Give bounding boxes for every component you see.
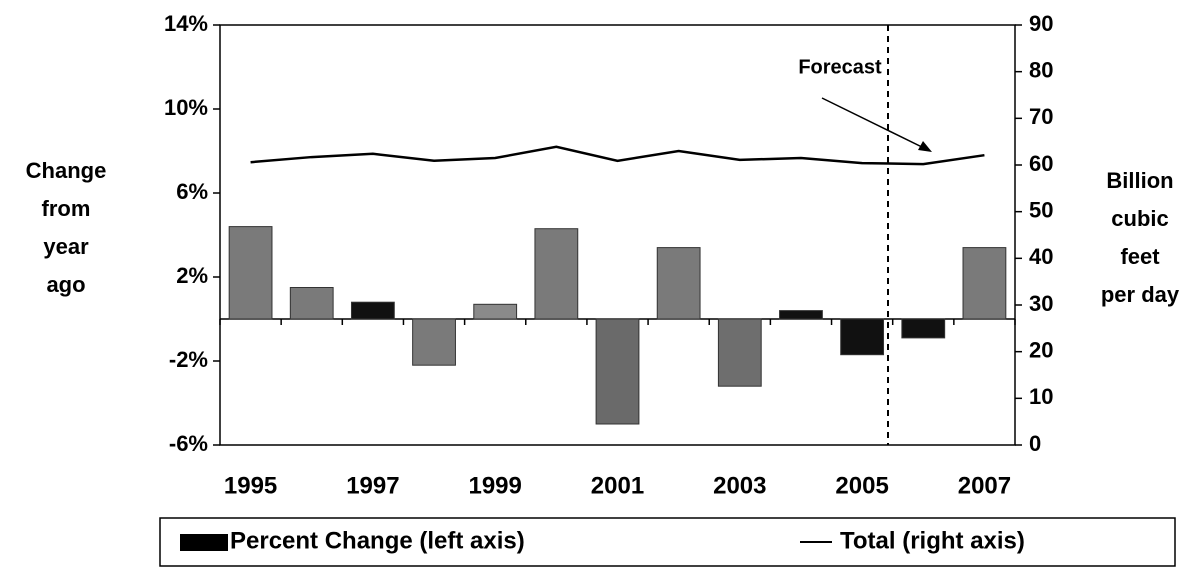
y-tick-label: 2% [176,263,208,288]
bar [228,226,273,320]
x-tick-label: 2001 [591,472,644,499]
x-tick-label: 1995 [224,472,277,499]
x-tick-label: 2003 [713,472,766,499]
legend-box [159,517,1176,567]
y2-tick-label: 50 [1029,197,1053,222]
y-axis-label: ago [46,272,85,297]
y2-axis-label: per day [1101,282,1180,307]
y2-tick-label: 30 [1029,291,1053,316]
x-tick-label: 2007 [958,472,1011,499]
legend-label: Percent Change (left axis) [230,527,525,554]
y-tick-label: 10% [164,95,208,120]
y2-axis-label: Billion [1106,168,1173,193]
legend-label: Total (right axis) [840,527,1025,554]
legend-swatch [180,534,228,551]
y-axis-label: from [42,196,91,221]
bar [412,318,456,366]
y2-tick-label: 70 [1029,104,1053,129]
y2-tick-label: 20 [1029,337,1053,362]
bar [779,310,823,320]
y2-tick-label: 0 [1029,431,1041,456]
y2-tick-label: 80 [1029,57,1053,82]
y2-tick-label: 60 [1029,151,1053,176]
x-tick-label: 1999 [468,472,521,499]
bar [289,287,334,320]
arrow-head [918,141,932,152]
y2-tick-label: 90 [1029,11,1053,36]
bar [840,318,885,356]
bar [717,318,762,387]
y-axis-label: year [43,234,89,259]
y-axis-label: Change [26,158,107,183]
bar [962,247,1007,320]
bar [534,228,579,320]
y-tick-label: -6% [169,431,208,456]
y-tick-label: 14% [164,11,208,36]
y2-axis-label: cubic [1111,206,1168,231]
bar [901,318,946,339]
annotation-arrow [821,97,929,151]
x-tick-label: 1997 [346,472,399,499]
y2-axis-label: feet [1120,244,1160,269]
line [250,145,985,166]
y2-tick-label: 40 [1029,244,1053,269]
bar [350,301,395,320]
bar [656,247,701,320]
bar [473,303,518,320]
x-tick-label: 2005 [835,472,888,499]
annotation: Forecast [798,56,882,78]
bar [595,318,640,425]
y-tick-label: 6% [176,179,208,204]
y2-tick-label: 10 [1029,384,1053,409]
y-tick-label: -2% [169,347,208,372]
plot-area [219,24,1016,446]
